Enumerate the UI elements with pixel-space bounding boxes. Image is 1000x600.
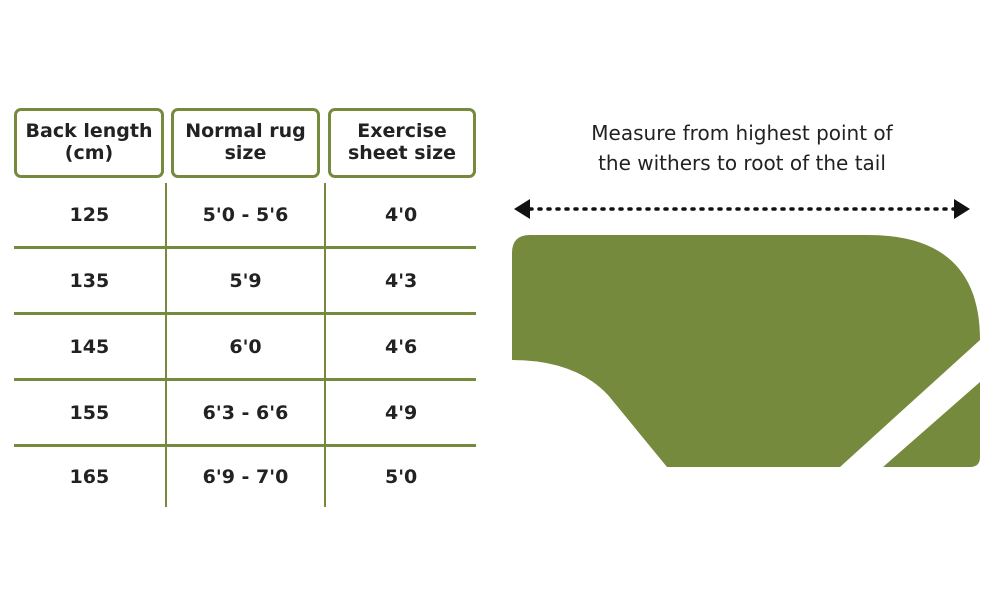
back-length-cell: 155 (69, 401, 110, 424)
caption-line-2: the withers to root of the tail (598, 151, 886, 175)
exercise-sheet-cell: 5'0 (324, 447, 476, 507)
table-row: 155 6'3 - 6'6 4'9 (14, 381, 476, 447)
horse-rug-shape-icon (512, 235, 980, 467)
exercise-sheet-cell: 4'6 (324, 315, 476, 378)
caption-line-1: Measure from highest point of (591, 121, 893, 145)
exercise-sheet-cell: 4'3 (324, 249, 476, 312)
back-length-cell: 145 (69, 335, 110, 358)
size-chart-table: Back length (cm) Normal rug size Exercis… (14, 108, 476, 507)
double-arrow-icon (514, 199, 970, 219)
table-row: 145 6'0 4'6 (14, 315, 476, 381)
table-body: 125 5'0 - 5'6 4'0 135 5'9 4'3 145 6'0 4'… (14, 183, 476, 507)
rug-size-cell: 5'0 - 5'6 (164, 183, 325, 246)
back-length-cell: 135 (69, 269, 110, 292)
header-normal-rug-size: Normal rug size (171, 108, 320, 178)
rug-tail-flap-icon (883, 382, 980, 467)
rug-size-cell: 6'9 - 7'0 (164, 447, 325, 507)
header-back-length: Back length (cm) (14, 108, 164, 178)
exercise-sheet-cell: 4'9 (324, 381, 476, 444)
table-row: 135 5'9 4'3 (14, 249, 476, 315)
rug-size-cell: 6'3 - 6'6 (164, 381, 325, 444)
header-exercise-sheet-size: Exercise sheet size (328, 108, 476, 178)
table-row: 165 6'9 - 7'0 5'0 (14, 447, 476, 507)
rug-size-cell: 6'0 (164, 315, 325, 378)
rug-measurement-diagram (512, 199, 980, 467)
rug-size-cell: 5'9 (164, 249, 325, 312)
back-length-cell: 125 (69, 203, 110, 226)
exercise-sheet-cell: 4'0 (324, 183, 476, 246)
table-row: 125 5'0 - 5'6 4'0 (14, 183, 476, 249)
back-length-cell: 165 (69, 466, 110, 488)
measurement-caption: Measure from highest point of the wither… (542, 118, 942, 178)
table-header-row: Back length (cm) Normal rug size Exercis… (14, 108, 476, 178)
